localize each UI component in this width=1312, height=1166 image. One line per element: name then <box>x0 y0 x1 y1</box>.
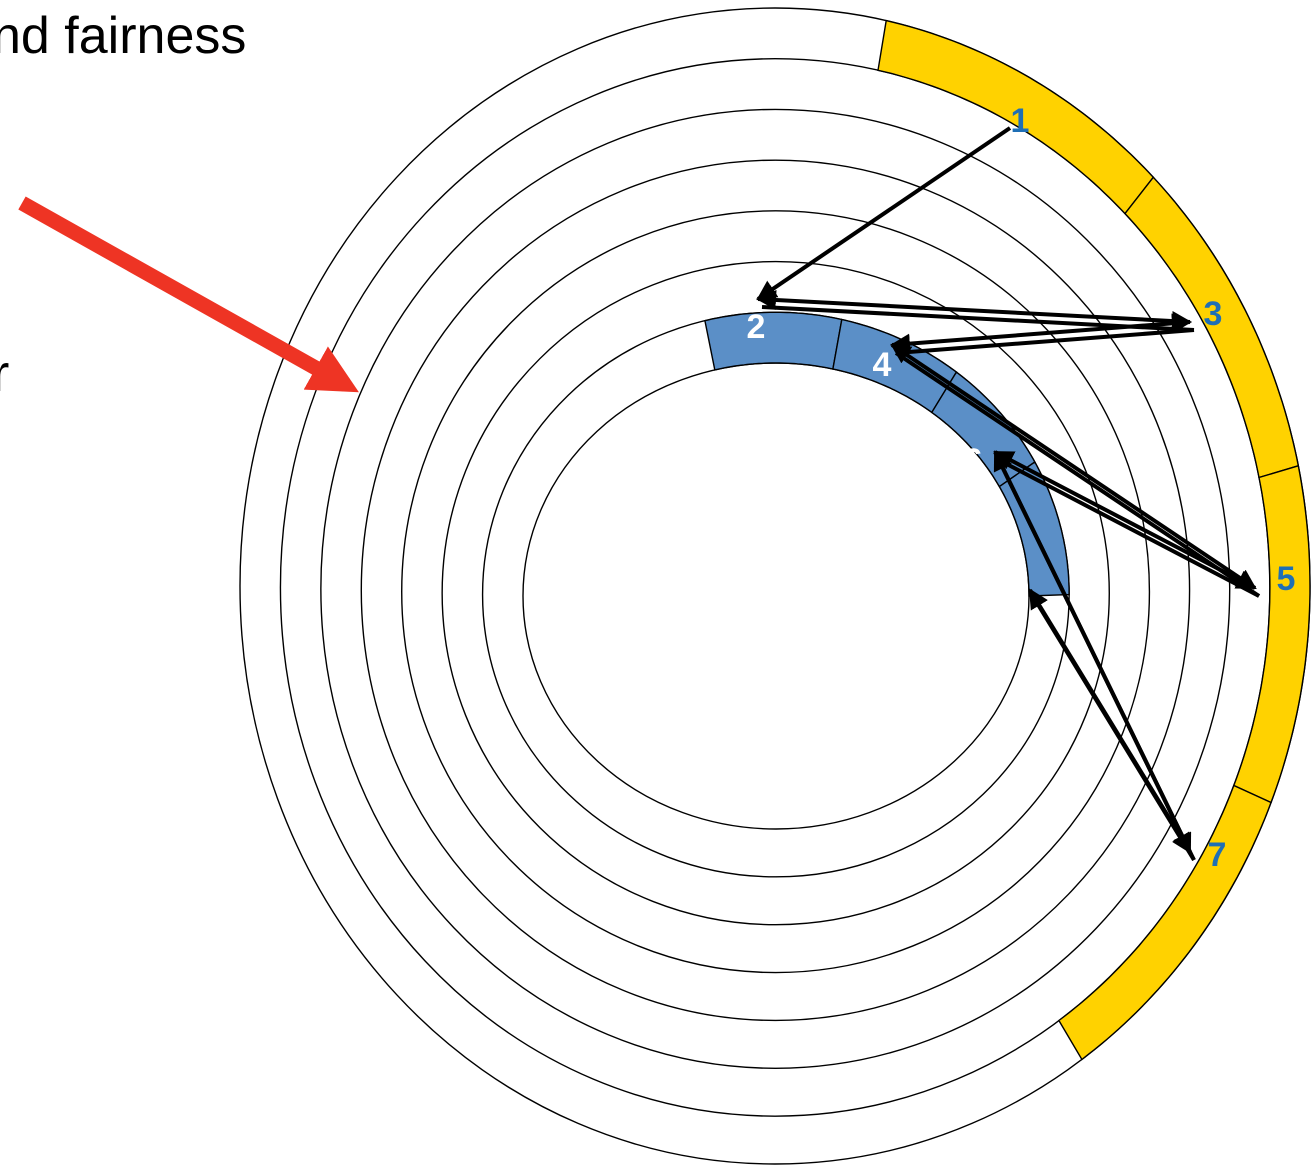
slide-bullet-fragment: r <box>0 345 10 403</box>
outer-track-sectors <box>877 19 1311 1061</box>
seek-path-arrows <box>756 126 1261 862</box>
seek-arrow-4-to-5 <box>890 343 1257 590</box>
sector-label-4: 4 <box>873 346 892 384</box>
inner-sector-4 <box>832 318 958 414</box>
sector-label-2: 2 <box>747 308 766 346</box>
outer-sector-5 <box>1232 464 1311 804</box>
sector-label-8: 8 <box>999 574 1018 612</box>
outer-sector-7 <box>1057 784 1272 1061</box>
disk-track-2 <box>279 58 1271 1117</box>
inner-sector-2 <box>704 311 843 371</box>
sector-label-3: 3 <box>1204 295 1223 333</box>
sector-label-1: 1 <box>1011 102 1030 140</box>
seek-trace-6-7 <box>997 459 1196 861</box>
seek-trace-7-8 <box>1032 596 1196 862</box>
seek-trace-3-4 <box>895 328 1195 355</box>
disk-track-8 <box>522 362 1030 830</box>
seek-trace-4-5 <box>894 351 1261 598</box>
seek-trace-5-6 <box>998 458 1260 598</box>
sector-labels: 1 3 5 7 2 4 6 8 <box>747 102 1296 874</box>
sector-label-6: 6 <box>964 442 983 480</box>
red-pointer-arrow <box>18 196 359 393</box>
sector-label-5: 5 <box>1277 560 1296 598</box>
sector-label-7: 7 <box>1208 836 1227 874</box>
seek-trace-2-3 <box>761 305 1195 332</box>
seek-arrow-1-to-2 <box>756 126 1012 301</box>
slide-caption-fragment: nd fairness <box>0 7 247 65</box>
